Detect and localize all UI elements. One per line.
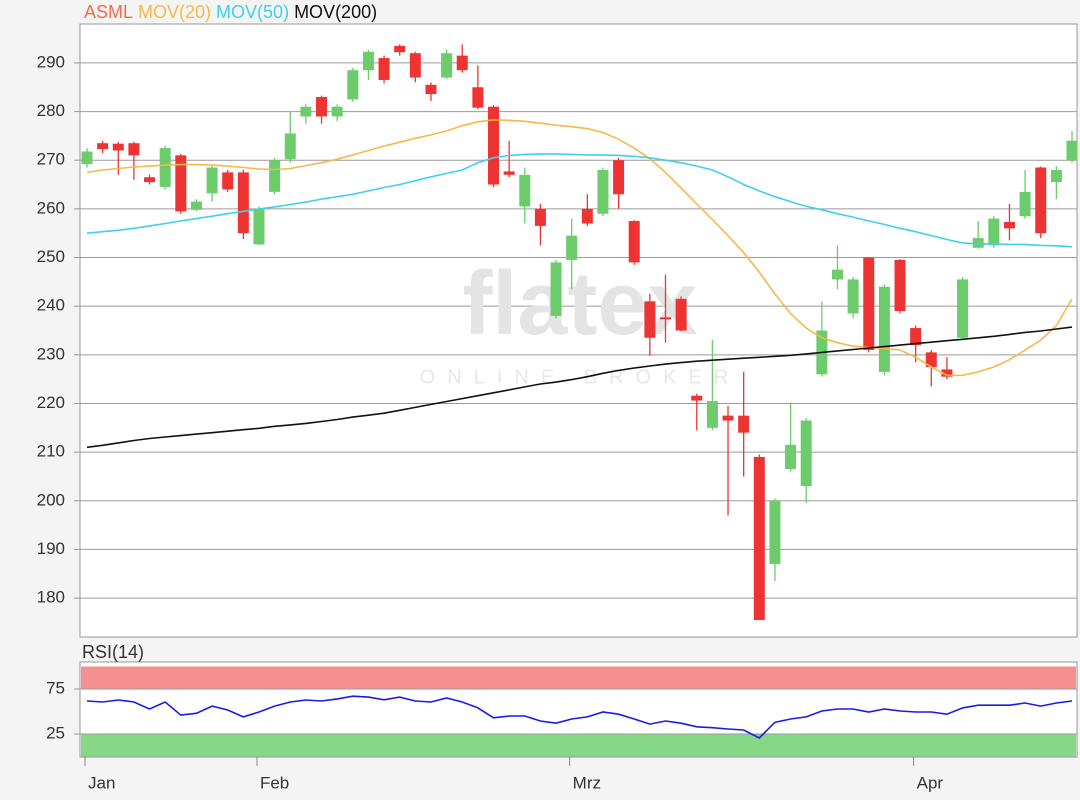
y-tick-label: 290 [37, 52, 65, 71]
y-tick-label: 240 [37, 296, 65, 315]
x-tick-label: Apr [917, 773, 944, 792]
candle-body [425, 84, 437, 95]
y-tick-label: 75 [46, 678, 65, 697]
candle-body [831, 269, 843, 280]
candle-body [159, 148, 171, 187]
candle-body [1003, 222, 1015, 229]
candle-body [441, 53, 453, 78]
candle-body [550, 262, 562, 316]
y-tick-label: 200 [37, 490, 65, 509]
candle-body [175, 155, 187, 212]
candle-body [1035, 167, 1047, 234]
y-tick-label: 260 [37, 198, 65, 217]
candle-body [503, 171, 515, 175]
y-tick-label: 180 [37, 588, 65, 607]
candle-body [722, 415, 734, 421]
candle-body [878, 286, 890, 372]
candle-body [628, 221, 640, 263]
candle-body [910, 328, 922, 346]
candle-body [472, 87, 484, 108]
candle-body [785, 444, 797, 470]
candle-body [957, 279, 969, 338]
candle-body [659, 317, 671, 320]
y-tick-label: 270 [37, 150, 65, 169]
legend: ASML MOV(20) MOV(50) MOV(200) [84, 2, 377, 22]
x-tick-label: Jan [88, 773, 115, 792]
candle-body [222, 172, 234, 190]
y-tick-label: 250 [37, 247, 65, 266]
candle-body [284, 133, 296, 160]
candle-body [300, 106, 312, 117]
y-tick-label: 280 [37, 101, 65, 120]
candle-body [190, 201, 202, 210]
candle-body [362, 51, 374, 71]
x-tick-label: Mrz [573, 773, 601, 792]
legend-entry: ASML [84, 2, 133, 22]
candle-body [128, 143, 140, 156]
candle-body [706, 401, 718, 428]
candle-body [863, 257, 875, 350]
legend-entry: MOV(20) [138, 2, 211, 22]
candle-body [534, 208, 546, 226]
candle-body [972, 238, 984, 248]
candle-body [800, 420, 812, 487]
candle-body [253, 208, 265, 245]
candle-body [613, 160, 625, 195]
y-tick-label: 220 [37, 393, 65, 412]
legend-entry: MOV(50) [216, 2, 289, 22]
line-series [86, 153, 1073, 248]
candle-body [347, 70, 359, 100]
candle-body [753, 456, 765, 620]
candle-body [597, 169, 609, 214]
watermark-sub: ONLINE BROKER [420, 366, 740, 388]
candle-body [941, 369, 953, 377]
candle-body [394, 45, 406, 53]
candle-body [81, 151, 93, 165]
line-series [86, 118, 1073, 377]
y-tick-label: 230 [37, 344, 65, 363]
candle-body [675, 298, 687, 331]
candle-body [456, 55, 468, 71]
rsi-label: RSI(14) [82, 642, 144, 662]
candle-body [847, 279, 859, 314]
candle-body [206, 167, 218, 194]
candle-body [1066, 140, 1078, 161]
candle-body [519, 174, 531, 207]
candle-body [894, 259, 906, 312]
y-tick-label: 210 [37, 442, 65, 461]
line-series [86, 695, 1073, 739]
rsi-band [81, 666, 1076, 689]
candle-body [378, 58, 390, 80]
candle-body [112, 143, 124, 151]
y-tick-label: 190 [37, 539, 65, 558]
candle-body [566, 235, 578, 260]
candle-body [409, 53, 421, 78]
candle-body [769, 500, 781, 565]
candle-body [269, 160, 281, 192]
y-tick-label: 25 [46, 723, 65, 742]
candle-body [1050, 169, 1062, 183]
legend-entry: MOV(200) [294, 2, 377, 22]
candle-body [581, 208, 593, 224]
candle-body [97, 143, 109, 150]
x-tick-label: Feb [260, 773, 289, 792]
line-series [86, 326, 1073, 449]
candle-body [488, 106, 500, 185]
candle-body [316, 96, 328, 117]
candle-body [925, 352, 937, 367]
candle-body [237, 172, 249, 234]
candle-body [1019, 191, 1031, 217]
candle-body [738, 415, 750, 433]
candle-body [988, 218, 1000, 246]
rsi-band [81, 734, 1076, 757]
candle-body [691, 395, 703, 401]
candle-body [644, 301, 656, 338]
candle-body [144, 177, 156, 183]
candle-body [331, 106, 343, 117]
watermark: flatex [462, 254, 697, 354]
